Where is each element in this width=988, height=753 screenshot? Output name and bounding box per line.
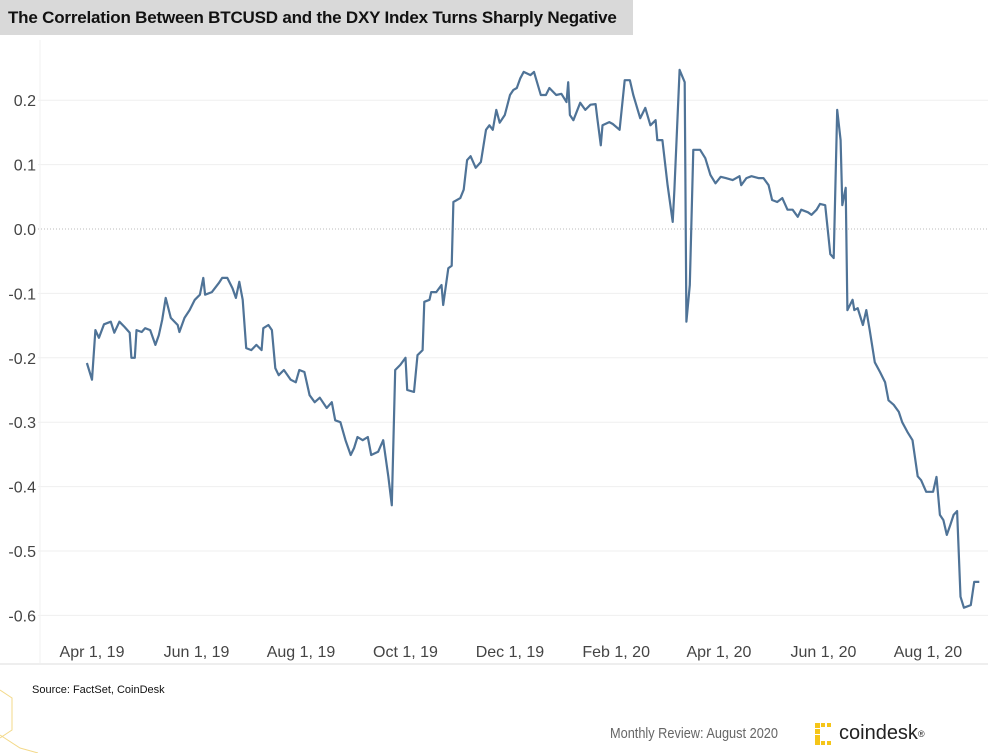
y-tick-label: -0.3 <box>8 415 36 432</box>
chart-title: The Correlation Between BTCUSD and the D… <box>8 8 617 27</box>
x-tick-label: Apr 1, 20 <box>686 644 751 661</box>
y-tick-label: -0.6 <box>8 608 36 625</box>
x-axis: Apr 1, 19 Jun 1, 19 Aug 1, 19 Oct 1, 19 Dec … <box>60 644 963 661</box>
x-tick-label: Jun 1, 19 <box>164 644 230 661</box>
x-tick-label: Aug 1, 20 <box>894 644 963 661</box>
title-bar: The Correlation Between BTCUSD and the D… <box>0 0 633 35</box>
coindesk-logo-icon <box>815 722 831 745</box>
y-tick-label: 0.1 <box>14 158 36 175</box>
footer-text: Monthly Review: August 2020 <box>610 725 778 742</box>
coindesk-logo: coindesk ® <box>815 722 925 745</box>
x-tick-label: Aug 1, 19 <box>267 644 336 661</box>
grid <box>38 40 988 664</box>
coindesk-logo-text: coindesk <box>839 722 918 744</box>
y-tick-label: 0.0 <box>14 222 36 239</box>
y-tick-label: 0.2 <box>14 93 36 110</box>
y-axis: 0.2 0.1 0.0 -0.1 -0.2 -0.3 -0.4 -0.5 -0.6 <box>8 93 36 625</box>
x-tick-label: Dec 1, 19 <box>476 644 545 661</box>
x-tick-label: Feb 1, 20 <box>582 644 650 661</box>
registered-mark: ® <box>917 728 925 739</box>
source-note: Source: FactSet, CoinDesk <box>32 684 165 696</box>
series-line <box>85 68 980 609</box>
y-tick-label: -0.4 <box>8 480 36 497</box>
hexagon-decoration <box>0 689 39 753</box>
y-tick-label: -0.1 <box>8 286 36 303</box>
y-tick-label: -0.5 <box>8 544 36 561</box>
x-tick-label: Apr 1, 19 <box>60 644 125 661</box>
x-tick-label: Oct 1, 19 <box>373 644 438 661</box>
y-tick-label: -0.2 <box>8 351 36 368</box>
x-tick-label: Jun 1, 20 <box>791 644 857 661</box>
